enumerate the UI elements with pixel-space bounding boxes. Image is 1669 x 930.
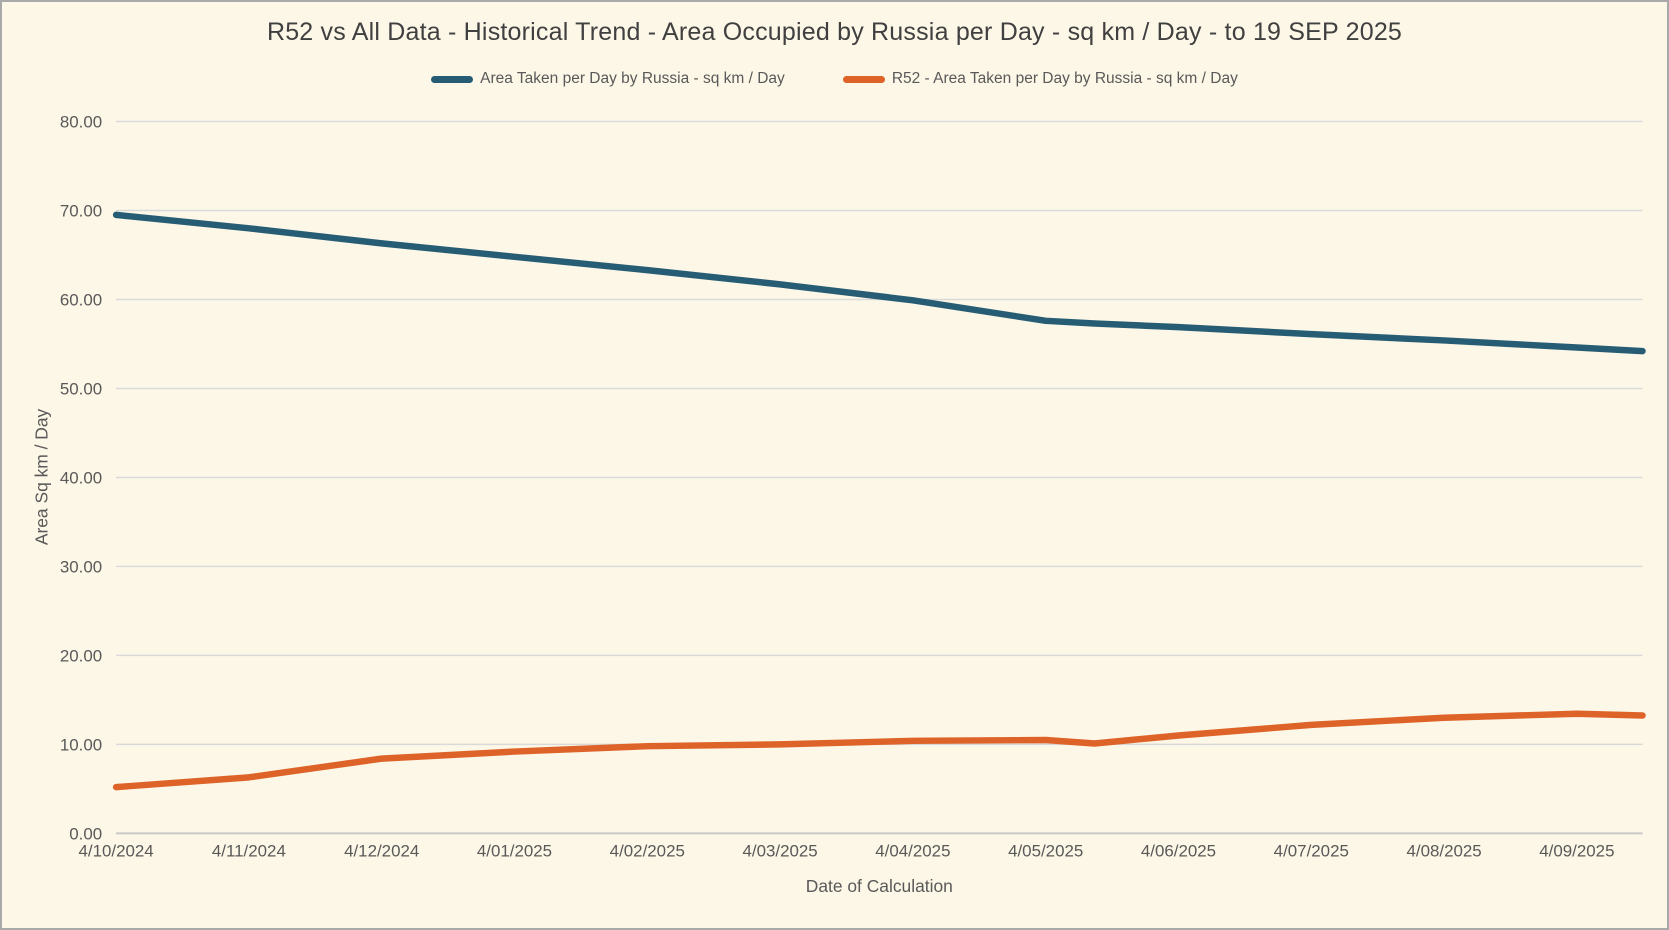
x-tick-label: 4/01/2025 [477, 841, 552, 860]
x-tick-label: 4/07/2025 [1274, 841, 1349, 860]
x-tick-label: 4/09/2025 [1539, 841, 1614, 860]
y-axis-title: Area Sq km / Day [31, 408, 51, 545]
x-tick-label: 4/11/2024 [212, 841, 286, 860]
y-tick-label: 0.00 [69, 824, 102, 843]
x-tick-label: 4/03/2025 [742, 841, 817, 860]
y-tick-label: 60.00 [60, 290, 102, 309]
chart-title: R52 vs All Data - Historical Trend - Are… [266, 18, 1403, 46]
legend-label-all-data: Area Taken per Day by Russia - sq km / D… [480, 70, 785, 87]
y-tick-label: 80.00 [60, 112, 102, 131]
legend-label-r52: R52 - Area Taken per Day by Russia - sq … [891, 70, 1238, 87]
y-tick-label: 40.00 [60, 468, 102, 487]
y-tick-label: 20.00 [60, 646, 102, 665]
x-tick-label: 4/05/2025 [1008, 841, 1083, 860]
legend-line-swatch-orange [842, 75, 885, 83]
series-line-1 [112, 710, 1646, 791]
y-tick-label: 10.00 [60, 735, 102, 754]
series-line-0 [112, 211, 1646, 355]
x-tick-label: 4/08/2025 [1406, 841, 1481, 860]
legend-line-swatch-blue [431, 75, 474, 83]
legend-item-all-data: Area Taken per Day by Russia - sq km / D… [431, 70, 785, 88]
legend-item-r52: R52 - Area Taken per Day by Russia - sq … [842, 70, 1238, 88]
x-tick-label: 4/10/2024 [78, 841, 153, 860]
x-tick-label: 4/06/2025 [1141, 841, 1216, 860]
y-tick-label: 70.00 [60, 201, 102, 220]
x-tick-label: 4/02/2025 [610, 841, 685, 860]
x-tick-label: 4/04/2025 [875, 841, 950, 860]
x-axis-title: Date of Calculation [806, 876, 953, 896]
legend: Area Taken per Day by Russia - sq km / D… [2, 70, 1667, 88]
y-tick-label: 50.00 [60, 379, 102, 398]
x-tick-label: 4/12/2024 [344, 841, 419, 860]
y-tick-label: 30.00 [60, 557, 102, 576]
